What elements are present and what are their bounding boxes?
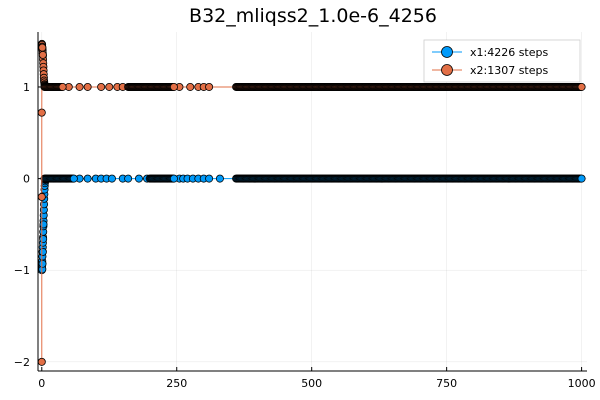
series-2-point [75, 82, 84, 91]
series-1-point [577, 174, 586, 183]
y-tick-label-1: −1 [14, 264, 30, 277]
series-1-point [69, 174, 78, 183]
legend: x1:4226 steps x2:1307 steps [423, 39, 581, 83]
series-2-point [105, 82, 114, 91]
series-2-point [38, 43, 47, 52]
series-2-point [97, 82, 106, 91]
series-2-point [205, 82, 214, 91]
x-tick-label-2: 500 [301, 377, 322, 390]
axes [37, 32, 587, 372]
series-2-point [577, 82, 586, 91]
x-tick-label-3: 750 [436, 377, 457, 390]
series-1-point [169, 174, 178, 183]
chart-title: B32_mliqss2_1.0e-6_4256 [189, 5, 437, 27]
series-1 [38, 174, 586, 275]
legend-label-1: x1:4226 steps [470, 46, 548, 59]
series-2-point [38, 357, 46, 366]
series-1-point [38, 259, 47, 268]
plot-area [38, 39, 586, 366]
series-2-point [38, 192, 46, 201]
series-2-point [83, 82, 92, 91]
series-2 [38, 39, 586, 366]
legend-marker-2 [441, 64, 453, 76]
x-axis-ticks: 0 250 500 750 1000 [38, 367, 596, 390]
series-1-point [107, 174, 116, 183]
series-1-point [83, 174, 92, 183]
series-1-point [215, 174, 224, 183]
series-2-point [38, 50, 47, 59]
y-tick-label-0: −2 [14, 356, 30, 369]
legend-marker-1 [441, 46, 453, 58]
series-2-point [186, 82, 195, 91]
series-2-point [169, 82, 178, 91]
series-1-point [205, 174, 214, 183]
series-1-point [39, 235, 48, 244]
legend-label-2: x2:1307 steps [470, 64, 548, 77]
x-tick-label-0: 0 [38, 377, 45, 390]
series-1-point [124, 174, 133, 183]
series-1-point [38, 247, 47, 256]
y-axis-ticks: −2 −1 0 1 [14, 81, 42, 369]
series-2-point [58, 82, 67, 91]
series-1-point [134, 174, 143, 183]
y-tick-label-2: 0 [23, 173, 30, 186]
y-tick-label-3: 1 [23, 81, 30, 94]
x-tick-label-1: 250 [166, 377, 187, 390]
series-2-point [38, 108, 46, 117]
series-1-point [39, 220, 48, 229]
x-tick-label-4: 1000 [568, 377, 596, 390]
